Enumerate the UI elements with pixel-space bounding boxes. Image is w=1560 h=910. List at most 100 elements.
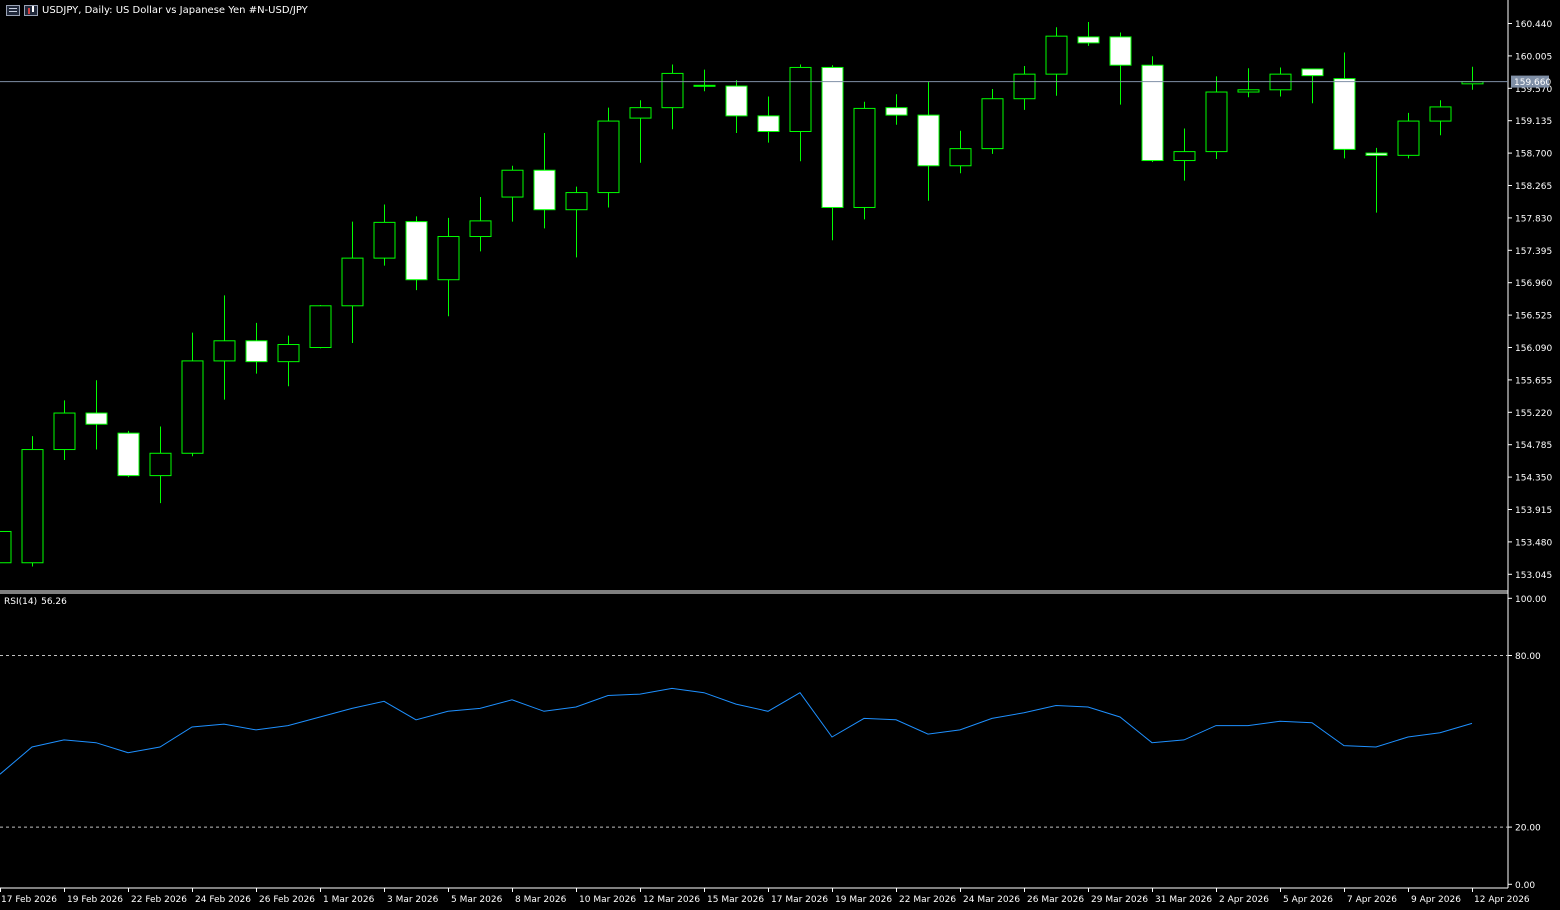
bid-line-layer: 159.660 — [0, 75, 1551, 88]
candle-body-bull — [0, 530, 12, 564]
time-tick-label: 5 Mar 2026 — [451, 895, 503, 905]
price-tick-label: 158.700 — [1515, 150, 1552, 160]
bid-price-box — [1511, 75, 1549, 88]
candle-body-bear — [1301, 68, 1324, 77]
candle-body-bear — [1141, 64, 1164, 162]
time-tick-label: 2 Apr 2026 — [1219, 895, 1269, 905]
candle-body-bull — [1013, 73, 1036, 100]
candle-body-bull — [661, 72, 684, 109]
time-tick-label: 19 Mar 2026 — [835, 895, 892, 905]
rsi-tick-label: 80.00 — [1515, 652, 1541, 662]
candle — [597, 107, 620, 208]
rsi-tick-label: 0.00 — [1515, 881, 1535, 891]
time-tick-label: 29 Mar 2026 — [1091, 895, 1148, 905]
chart-header: USDJPY, Daily: US Dollar vs Japanese Yen… — [6, 3, 308, 17]
candle-body-bear — [1077, 36, 1100, 44]
chart-window-icon[interactable] — [6, 4, 20, 16]
candle — [1205, 76, 1228, 160]
candle — [917, 81, 940, 201]
candle — [757, 96, 780, 143]
candle — [533, 132, 556, 229]
price-tick-label: 153.480 — [1515, 538, 1552, 548]
candle — [1109, 32, 1132, 105]
candle — [1429, 100, 1452, 136]
candle — [181, 332, 204, 457]
rsi-name: RSI(14) — [4, 597, 38, 607]
time-tick-label: 7 Apr 2026 — [1347, 895, 1397, 905]
candle — [693, 69, 716, 92]
candle — [405, 216, 428, 291]
candle — [1141, 56, 1164, 163]
candle-body-bull — [181, 360, 204, 454]
candle-body-bear — [885, 107, 908, 116]
price-tick-label: 160.440 — [1515, 20, 1552, 30]
price-tick-label: 153.045 — [1515, 571, 1552, 581]
time-tick-label: 19 Feb 2026 — [67, 895, 123, 905]
candle-body-bull — [1237, 89, 1260, 93]
candle-body-bull — [373, 221, 396, 259]
rsi-line — [0, 687, 1473, 775]
candle-body-bull — [597, 120, 620, 194]
candle-body-bear — [725, 85, 748, 117]
candle-body-bull — [1205, 91, 1228, 153]
price-tick-label: 160.005 — [1515, 52, 1552, 62]
candle — [821, 65, 844, 241]
time-axis: 17 Feb 2026 19 Feb 2026 22 Feb 2026 24 Feb … — [0, 888, 1530, 905]
candle — [373, 204, 396, 266]
candle — [213, 295, 236, 400]
candle-body-bull — [149, 452, 172, 477]
bar-chart-icon[interactable] — [24, 4, 38, 16]
candle-body-bull — [1173, 151, 1196, 162]
time-tick-label: 17 Feb 2026 — [1, 895, 57, 905]
candle — [1397, 112, 1420, 159]
candle — [21, 436, 44, 567]
candle — [85, 380, 108, 450]
price-tick-label: 154.785 — [1515, 441, 1552, 451]
candle-body-bull — [565, 192, 588, 211]
candle-body-bull — [853, 107, 876, 208]
candle-body-bear — [533, 169, 556, 211]
candle — [1013, 65, 1036, 110]
time-tick-label: 31 Mar 2026 — [1155, 895, 1212, 905]
candle-body-bear — [245, 340, 268, 363]
time-tick-label: 9 Apr 2026 — [1411, 895, 1461, 905]
time-tick-label: 12 Mar 2026 — [643, 895, 700, 905]
price-axis: 160.440 160.005 159.570 159.135 158.700 158.2… — [1508, 20, 1552, 581]
candle — [1365, 147, 1388, 213]
time-tick-label: 17 Mar 2026 — [771, 895, 828, 905]
candle-body-bull — [1397, 120, 1420, 156]
candle — [0, 530, 12, 564]
candle — [501, 165, 524, 222]
price-tick-label: 156.525 — [1515, 312, 1552, 322]
time-tick-label: 26 Feb 2026 — [259, 895, 315, 905]
price-tick-label: 153.915 — [1515, 506, 1552, 516]
candle — [853, 101, 876, 220]
candle-body-bull — [981, 98, 1004, 150]
candle-body-bear — [917, 114, 940, 167]
candle-body-bull — [629, 107, 652, 119]
price-tick-label: 159.570 — [1515, 85, 1552, 95]
candle — [437, 217, 460, 317]
price-tick-label: 157.830 — [1515, 214, 1552, 224]
candle-body-bull — [309, 305, 332, 348]
rsi-panel: 100.00 80.00 20.00 0.00 — [0, 595, 1547, 891]
candle-body-bear — [405, 221, 428, 281]
candle-body-bull — [1429, 106, 1452, 122]
candle-body-bull — [437, 236, 460, 281]
candle — [277, 335, 300, 387]
candle-body-bull — [21, 449, 44, 564]
candle-body-bull — [469, 220, 492, 238]
candle — [469, 197, 492, 252]
candle-body-bull — [789, 66, 812, 132]
time-tick-label: 10 Mar 2026 — [579, 895, 636, 905]
candle-body-bull — [213, 340, 236, 362]
time-tick-label: 24 Feb 2026 — [195, 895, 251, 905]
bid-price-label: 159.660 — [1514, 78, 1551, 88]
candle-body-bull — [949, 148, 972, 167]
price-tick-label: 159.135 — [1515, 117, 1552, 127]
rsi-tick-label: 20.00 — [1515, 824, 1541, 834]
candle — [53, 400, 76, 460]
time-tick-label: 24 Mar 2026 — [963, 895, 1020, 905]
chart-title: USDJPY, Daily: US Dollar vs Japanese Yen… — [42, 4, 308, 16]
